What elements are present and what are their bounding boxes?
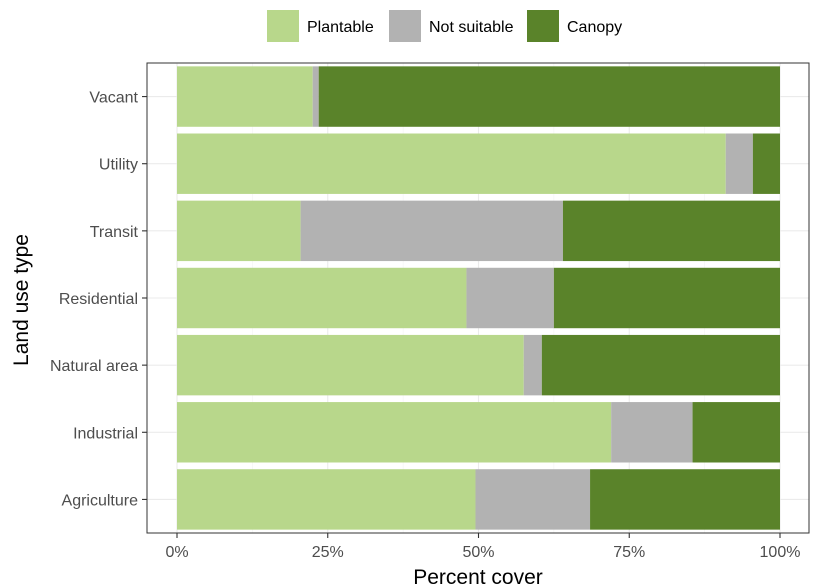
bar-canopy-vacant (318, 66, 780, 127)
bar-not-suitable-vacant (312, 66, 319, 127)
x-tick-label: 100% (760, 544, 801, 561)
legend-key-canopy (527, 10, 559, 42)
bar-canopy-utility (752, 133, 780, 194)
x-axis-ticks: 0% 25% 50% 75% 100% (165, 533, 800, 561)
legend-label: Plantable (307, 19, 374, 36)
x-tick-label: 75% (613, 544, 645, 561)
x-tick-label: 0% (165, 544, 188, 561)
legend-key-not-suitable (389, 10, 421, 42)
bar-plantable-residential (177, 267, 467, 329)
x-axis-title: Percent cover (413, 566, 543, 588)
bar-plantable-transit (177, 200, 301, 262)
y-tick-label: Industrial (73, 425, 138, 442)
bar-canopy-agriculture (590, 469, 780, 530)
y-axis-title: Land use type (10, 234, 33, 366)
y-tick-label: Residential (59, 291, 138, 308)
bar-canopy-transit (562, 200, 780, 262)
x-tick-label: 50% (462, 544, 494, 561)
y-tick-label: Natural area (50, 358, 138, 375)
legend: Plantable Not suitable Canopy (267, 10, 622, 42)
bar-canopy-natural-area (541, 334, 780, 396)
bar-not-suitable-natural-area (523, 334, 542, 396)
legend-label: Canopy (567, 19, 622, 36)
bar-not-suitable-industrial (611, 402, 693, 463)
bars (177, 66, 780, 530)
bar-canopy-residential (553, 267, 780, 329)
y-tick-label: Vacant (89, 90, 138, 107)
y-tick-label: Agriculture (62, 492, 139, 509)
bar-not-suitable-utility (725, 133, 753, 194)
bar-not-suitable-agriculture (475, 469, 591, 530)
bar-plantable-utility (177, 133, 726, 194)
y-tick-label: Transit (90, 224, 139, 241)
y-axis-ticks: Agriculture Industrial Natural area Residen… (50, 90, 147, 509)
bar-plantable-agriculture (177, 469, 476, 530)
x-tick-label: 25% (312, 544, 344, 561)
bar-plantable-vacant (177, 66, 313, 127)
bar-plantable-industrial (177, 402, 612, 463)
legend-label: Not suitable (429, 19, 514, 36)
y-tick-label: Utility (99, 157, 138, 174)
legend-key-plantable (267, 10, 299, 42)
bar-not-suitable-residential (466, 267, 554, 329)
bar-plantable-natural-area (177, 334, 524, 396)
bar-not-suitable-transit (300, 200, 563, 262)
bar-canopy-industrial (692, 402, 780, 463)
